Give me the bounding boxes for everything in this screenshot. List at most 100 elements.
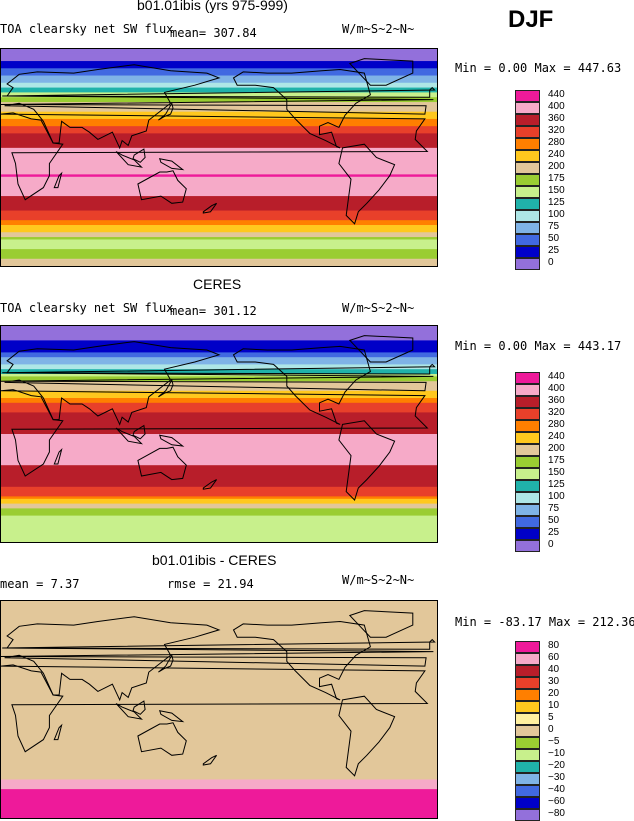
coastline [53,448,63,465]
field-band [1,174,437,178]
field-band [1,133,437,137]
field-band [1,326,437,329]
field-band [1,522,437,526]
colorbar-label: −5 [548,736,560,747]
field-band [1,157,437,161]
field-band [1,109,437,113]
colorbar-label: 150 [548,185,565,196]
field-band [1,167,437,171]
field-band [1,203,437,207]
colorbar-swatch [515,258,540,270]
field-band [1,335,437,339]
colorbar-label: −30 [548,772,565,783]
field-band [1,347,437,351]
colorbar-label: 0 [548,539,554,550]
field-band [1,87,437,91]
colorbar-label: −60 [548,796,565,807]
colorbar-swatch [515,198,540,210]
colorbar-swatch [515,246,540,258]
field-band [1,179,437,183]
field-band [1,350,437,353]
colorbar-label: 25 [548,245,560,256]
coastline [348,610,414,638]
field-band [1,104,437,108]
field-band [1,237,437,241]
field-band [1,53,437,57]
coastline [137,722,187,756]
coastline [338,143,396,225]
field-band [1,484,437,488]
field-band [1,92,437,96]
field-band [1,65,437,69]
panel1-title: b01.01ibis (yrs 975-999) [137,0,288,13]
field-band [1,222,437,226]
colorbar-swatch [515,725,540,737]
colorbar-label: 360 [548,113,565,124]
panel1-units: W/m~S~2~N~ [342,22,415,36]
field-band [1,400,437,404]
field-band [1,159,437,163]
panel1-minmax: Min = 0.00 Max = 447.63 [455,61,622,75]
field-band [1,169,437,173]
field-band [1,393,437,397]
field-band [1,779,437,790]
field-band [1,155,437,159]
field-band [1,472,437,476]
coastline [2,86,436,98]
field-band [1,227,437,231]
field-band [1,510,437,514]
field-band [1,431,437,435]
field-band [1,73,437,77]
field-band [1,210,437,214]
colorbar-swatch [515,384,540,396]
field-band [1,398,437,401]
panel2-title: CERES [193,276,242,292]
colorbar-swatch [515,516,540,528]
field-band [1,518,437,521]
coastline [1,64,434,150]
field-band [1,345,437,349]
field-band [1,390,437,394]
panel1-mean: mean= 307.84 [170,26,257,40]
colorbar-swatch [515,150,540,162]
panel2-mean: mean= 301.12 [170,304,257,318]
field-band [1,441,437,445]
field-band [1,225,437,229]
colorbar-swatch [515,785,540,797]
field-band [1,188,437,192]
field-band [1,51,437,55]
field-band [1,193,437,197]
field-band [1,443,437,447]
map-svg [1,326,437,542]
field-band [1,121,437,125]
field-band [1,220,437,224]
coastline [158,653,174,673]
field-band [1,328,437,332]
field-band [1,241,437,245]
colorbar-swatch [515,138,540,150]
field-band [1,123,437,127]
field-band [1,453,437,457]
colorbar-swatch [515,162,540,174]
colorbar-swatch [515,396,540,408]
colorbar-swatch [515,468,540,480]
coastline [348,335,414,363]
field-band [1,486,437,490]
field-band [1,513,437,517]
field-band [1,232,437,236]
coastline [53,723,63,741]
field-band [1,239,437,243]
field-band [1,102,437,106]
field-band [1,446,437,449]
field-band [1,205,437,209]
colorbar-swatch [515,372,540,384]
season-label: DJF [508,6,554,33]
field-band [1,68,437,72]
field-band [1,61,437,65]
colorbar-label: 20 [548,688,560,699]
coastline [158,378,174,398]
field-band [1,501,437,505]
panel2-minmax: Min = 0.00 Max = 443.17 [455,339,622,353]
field-band [1,58,437,62]
coastline [202,479,218,490]
